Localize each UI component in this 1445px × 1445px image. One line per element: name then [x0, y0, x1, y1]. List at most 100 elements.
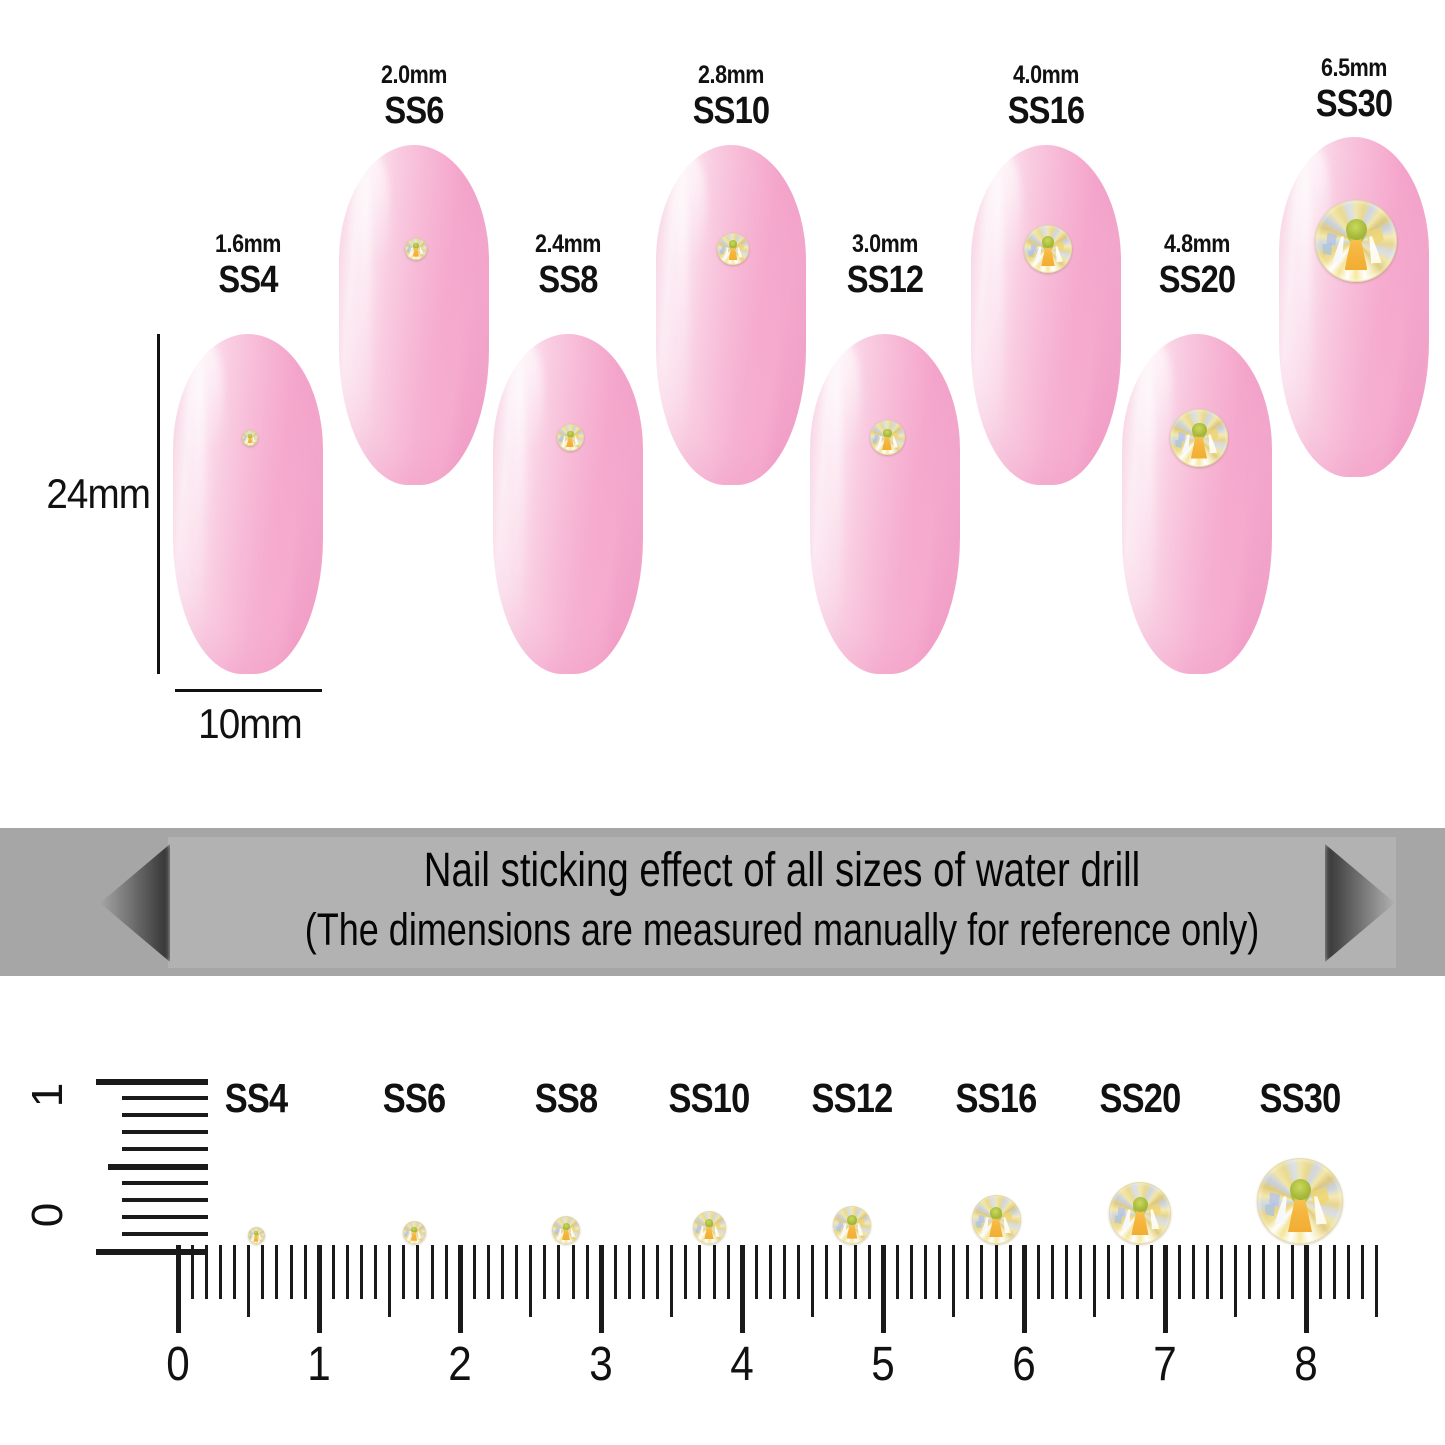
stone-ss-label: SS10 [692, 90, 770, 132]
ruler-tick-minor [994, 1245, 998, 1299]
rhinestone-icon [1024, 224, 1072, 273]
artificial-nail-ss10 [656, 145, 806, 485]
ruler-tick-minor [698, 1245, 702, 1299]
ruler-tick-minor [853, 1245, 857, 1299]
nail-size-label-ss10: 2.8mm SS10 [621, 61, 841, 132]
stone-ss-label: SS20 [1158, 259, 1236, 301]
caption-banner: Nail sticking effect of all sizes of wat… [0, 828, 1445, 976]
ruler-tick-minor [1121, 1245, 1125, 1299]
vertical-scale-tick [96, 1079, 208, 1085]
ruler-tick-minor [613, 1245, 617, 1299]
rhinestone-icon [1315, 199, 1397, 282]
ruler-tick-minor [571, 1245, 575, 1299]
ruler-tick-minor [444, 1245, 448, 1299]
ruler-tick-minor [233, 1245, 237, 1299]
ruler-tick-minor [303, 1245, 307, 1299]
vertical-scale-tick [122, 1232, 208, 1236]
ruler-tick-minor [515, 1245, 519, 1299]
ruler-tick-minor [416, 1245, 420, 1299]
rhinestone-icon [1109, 1182, 1171, 1244]
ruler-tick-minor [190, 1245, 194, 1299]
ruler-number-5: 5 [871, 1338, 895, 1391]
arrow-left-icon [100, 844, 170, 962]
ruler-tick-minor [557, 1245, 561, 1299]
ruler-tick-major [176, 1245, 181, 1333]
stone-ss-label: SS4 [218, 259, 278, 301]
vertical-scale-tick [122, 1215, 208, 1219]
ruler-tick-half [1375, 1245, 1379, 1317]
ruler-stone-label-ss30: SS30 [1259, 1075, 1342, 1121]
vertical-scale-tick [122, 1130, 208, 1134]
ruler-tick-major [1163, 1245, 1168, 1333]
ruler-tick-minor [275, 1245, 279, 1299]
ruler-tick-minor [642, 1245, 645, 1299]
ruler-tick-major [458, 1245, 463, 1333]
ruler-tick-major [1304, 1245, 1309, 1333]
ruler-tick-minor [345, 1245, 349, 1299]
artificial-nail-ss12 [810, 334, 960, 674]
rhinestone-icon [833, 1206, 871, 1244]
ruler-tick-minor [684, 1245, 688, 1299]
stone-ss-label: SS8 [538, 259, 598, 301]
ruler-comparison-panel [0, 976, 1445, 1445]
ruler-tick-minor [204, 1245, 208, 1299]
banner-inner-panel [168, 837, 1396, 968]
ruler-stone-label-ss4: SS4 [224, 1075, 288, 1121]
ruler-tick-half [952, 1245, 956, 1317]
ruler-tick-minor [627, 1245, 631, 1299]
vertical-scale-label-top: 1 [23, 1082, 73, 1108]
ruler-tick-minor [1206, 1245, 1209, 1299]
ruler-stone-label-ss6: SS6 [382, 1075, 446, 1121]
ruler-number-6: 6 [1012, 1338, 1036, 1391]
ruler-tick-minor [1191, 1245, 1195, 1299]
ruler-tick-half [811, 1245, 815, 1317]
nail-height-label: 24mm [46, 470, 151, 517]
ruler-tick-minor [754, 1245, 758, 1299]
rhinestone-icon [405, 237, 427, 260]
ruler-number-8: 8 [1294, 1338, 1318, 1391]
ruler-tick-minor [1065, 1245, 1068, 1299]
ruler-tick-minor [430, 1245, 434, 1299]
ruler-tick-minor [1079, 1245, 1083, 1299]
vertical-scale-tick [122, 1096, 208, 1100]
rhinestone-icon [552, 1216, 580, 1244]
ruler-tick-minor [1248, 1245, 1252, 1299]
ruler-tick-minor [924, 1245, 927, 1299]
ruler-tick-minor [486, 1245, 490, 1299]
ruler-tick-minor [909, 1245, 913, 1299]
ruler-tick-major [881, 1245, 886, 1333]
nail-size-label-ss20: 4.8mm SS20 [1087, 232, 1307, 301]
ruler-tick-half [1093, 1245, 1097, 1317]
nail-size-comparison-panel: 1.6mm SS4 2.0mm SS6 2.4mm SS8 2.8mm SS10 3.0mm SS… [46, 55, 1429, 747]
ruler-tick-minor [1149, 1245, 1153, 1299]
ruler-stone-label-ss20: SS20 [1099, 1075, 1182, 1121]
artificial-nail-ss6 [339, 145, 489, 485]
stone-mm-label: 2.0mm [381, 61, 447, 89]
ruler-tick-major [740, 1245, 745, 1333]
rhinestone-icon [1257, 1158, 1343, 1244]
ruler-tick-minor [825, 1245, 829, 1299]
ruler-tick-minor [219, 1245, 222, 1299]
ruler-tick-minor [938, 1245, 942, 1299]
ruler-tick-minor [1107, 1245, 1111, 1299]
ruler-number-0: 0 [166, 1338, 190, 1391]
stone-mm-label: 2.4mm [535, 230, 601, 258]
rhinestone-icon [556, 424, 584, 452]
stone-ss-label: SS12 [846, 259, 924, 301]
vertical-scale-label-bottom: 0 [23, 1202, 73, 1228]
nail-height-guide-line [157, 334, 160, 674]
ruler-tick-minor [1262, 1245, 1266, 1299]
nail-size-label-ss12: 3.0mm SS12 [775, 232, 995, 301]
ruler-tick-major [317, 1245, 322, 1333]
ruler-stone-label-ss8: SS8 [534, 1075, 598, 1121]
artificial-nail-ss4 [173, 334, 323, 674]
banner-title: Nail sticking effect of all sizes of wat… [423, 844, 1141, 897]
nail-size-label-ss6: 2.0mm SS6 [304, 61, 524, 131]
rhinestone-icon [869, 420, 905, 456]
ruler-tick-minor [585, 1245, 589, 1299]
ruler-stone-label-ss12: SS12 [811, 1075, 894, 1121]
nail-size-label-ss4: 1.6mm SS4 [138, 232, 358, 301]
rhinestone-icon [242, 429, 258, 446]
stone-mm-label: 2.8mm [698, 61, 764, 89]
ruler-tick-minor [331, 1245, 335, 1299]
